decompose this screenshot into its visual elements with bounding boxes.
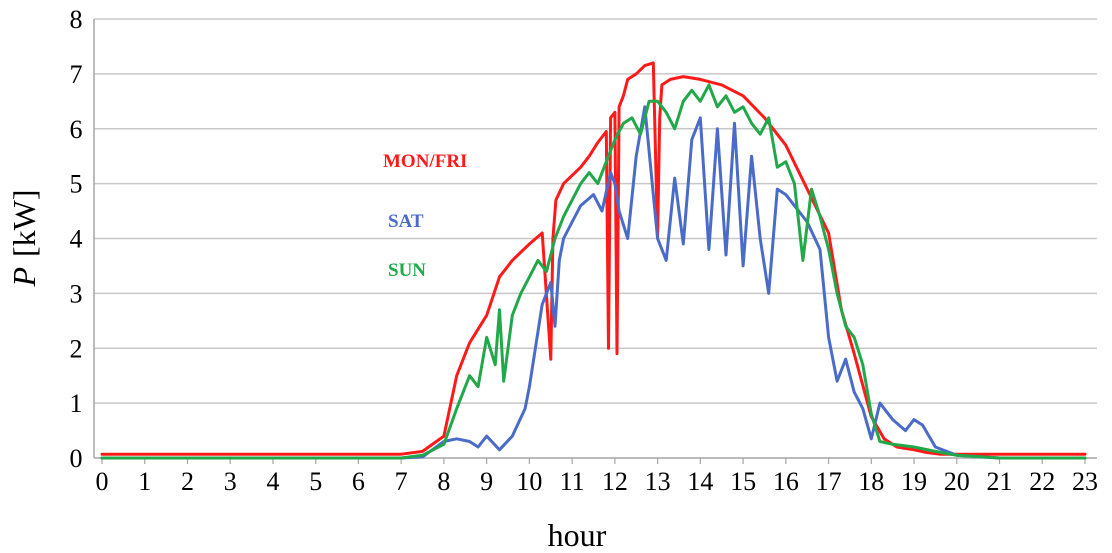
- y-axis-title: P [kW]: [6, 189, 42, 287]
- x-tick-label: 17: [816, 467, 842, 496]
- y-axis-unit: [kW]: [6, 189, 42, 257]
- y-tick-label: 8: [70, 5, 83, 34]
- x-tick-label: 4: [266, 467, 279, 496]
- x-tick-label: 12: [602, 467, 628, 496]
- series-labels: MON/FRI SAT SUN: [383, 151, 467, 281]
- series-lines: [100, 61, 1087, 460]
- x-tick-label: 18: [858, 467, 884, 496]
- y-tick-label: 3: [70, 279, 83, 308]
- series-label: MON/FRI: [383, 151, 467, 172]
- x-tick-label: 8: [437, 467, 450, 496]
- x-axis-title: hour: [548, 517, 607, 553]
- x-tick-label: 1: [138, 467, 151, 496]
- x-axis-ticks: 0 1 2 3 4 5 6 7 8 9 10 11 12 13 14 15 16 17 18 19 20 21 22 23: [96, 458, 1098, 496]
- series-line-mon-fri: [100, 61, 1087, 456]
- gridlines: [93, 18, 1097, 459]
- x-tick-label: 0: [96, 467, 109, 496]
- y-tick-label: 0: [70, 444, 83, 473]
- x-tick-label: 3: [224, 467, 237, 496]
- y-axis-variable: P: [6, 267, 42, 288]
- x-tick-label: 19: [901, 467, 927, 496]
- x-tick-label: 10: [516, 467, 542, 496]
- x-tick-label: 23: [1072, 467, 1098, 496]
- y-axis-ticks: 0 1 2 3 4 5 6 7 8: [70, 5, 83, 473]
- y-tick-label: 4: [70, 225, 83, 254]
- series-label: SUN: [388, 260, 426, 281]
- x-tick-label: 6: [352, 467, 365, 496]
- series-line-sat: [100, 105, 1087, 460]
- x-tick-label: 13: [645, 467, 671, 496]
- x-tick-label: 21: [987, 467, 1013, 496]
- x-tick-label: 15: [730, 467, 756, 496]
- x-tick-label: 9: [480, 467, 493, 496]
- y-tick-label: 7: [70, 60, 83, 89]
- y-tick-label: 2: [70, 334, 83, 363]
- x-tick-label: 20: [944, 467, 970, 496]
- y-tick-label: 6: [70, 115, 83, 144]
- x-tick-label: 14: [687, 467, 713, 496]
- x-tick-label: 16: [773, 467, 799, 496]
- series-line-sun: [100, 83, 1087, 460]
- x-tick-label: 22: [1029, 467, 1055, 496]
- x-tick-label: 11: [560, 467, 585, 496]
- x-tick-label: 2: [181, 467, 194, 496]
- y-tick-label: 5: [70, 170, 83, 199]
- y-tick-label: 1: [70, 389, 83, 418]
- x-tick-label: 7: [395, 467, 408, 496]
- x-tick-label: 5: [309, 467, 322, 496]
- series-label: SAT: [388, 211, 424, 232]
